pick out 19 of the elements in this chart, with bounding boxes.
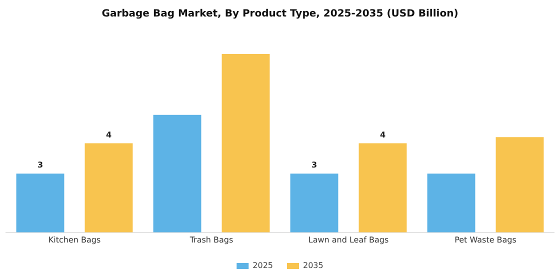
x-tick-label: Trash Bags <box>188 235 234 244</box>
x-tick-label: Pet Waste Bags <box>454 235 516 244</box>
bar <box>16 174 64 232</box>
data-label: 3 <box>311 160 318 170</box>
bar <box>496 137 544 232</box>
data-label: 4 <box>106 130 112 140</box>
bar <box>358 143 407 232</box>
data-label: 4 <box>380 130 386 140</box>
bar <box>290 174 338 232</box>
chart-title: Garbage Bag Market, By Product Type, 2025-2035 (USD Billion) <box>102 8 458 20</box>
legend-label: 2035 <box>303 261 324 270</box>
data-label: 3 <box>37 160 44 170</box>
x-tick-label: Lawn and Leaf Bags <box>308 235 389 244</box>
bar <box>427 174 476 232</box>
x-tick-label: Kitchen Bags <box>48 235 101 244</box>
bar <box>84 143 133 232</box>
bar <box>153 114 202 232</box>
legend-label: 2025 <box>252 261 273 270</box>
bar <box>222 54 270 232</box>
